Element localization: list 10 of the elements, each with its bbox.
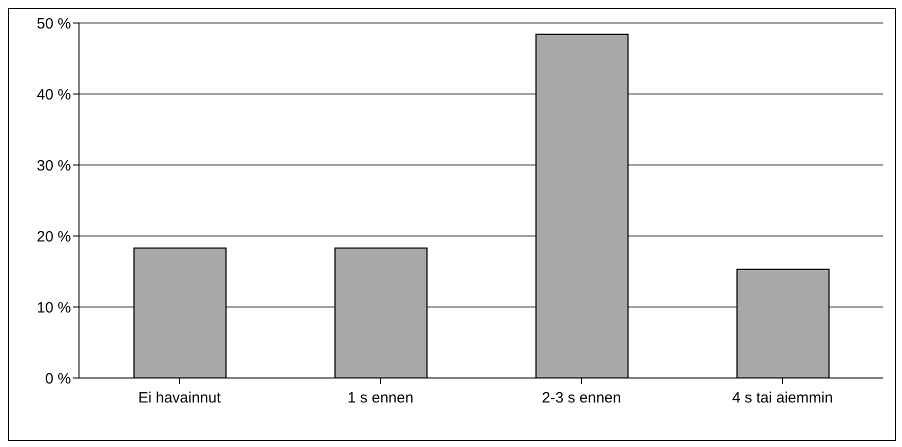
x-tick-label: 4 s tai aiemmin [732, 390, 833, 407]
x-tick-label: 2-3 s ennen [542, 390, 622, 407]
y-tick-label: 40 % [36, 86, 71, 104]
y-tick-label: 0 % [45, 370, 71, 388]
x-tick-label: Ei havainnut [138, 390, 222, 407]
y-tick-label: 30 % [36, 157, 71, 174]
y-tick-label: 10 % [36, 299, 71, 316]
x-tick-label: 1 s ennen [348, 390, 414, 407]
y-tick-label: 20 % [36, 228, 71, 246]
y-tick-label: 50 % [36, 15, 71, 32]
